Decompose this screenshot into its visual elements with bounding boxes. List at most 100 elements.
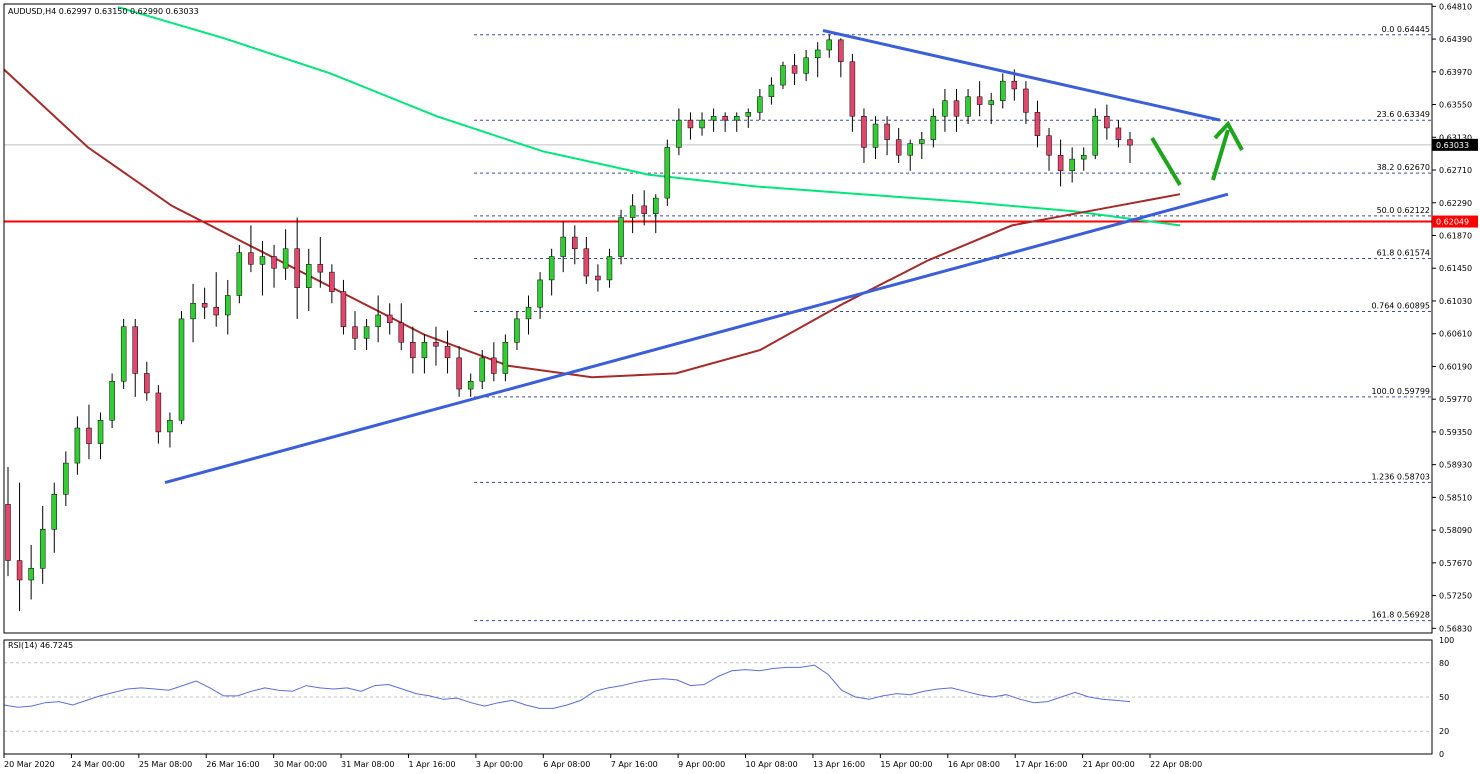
bear-candle-body xyxy=(895,139,902,156)
price-tick-label: 0.63130 xyxy=(1439,133,1472,142)
bull-candle-body xyxy=(988,100,994,105)
rsi-line xyxy=(3,664,1131,709)
bear-candle-body xyxy=(838,39,844,62)
bull-candle-body xyxy=(375,314,381,327)
bull-candle-body xyxy=(780,65,786,86)
price-tick-label: 0.58930 xyxy=(1439,461,1472,470)
rsi-tick-label: 80 xyxy=(1439,659,1449,668)
bear-candle-body xyxy=(155,392,162,433)
symbol-header: AUDUSD,H4 0.62997 0.63150 0.62990 0.6303… xyxy=(8,7,199,16)
time-tick-label: 10 Apr 08:00 xyxy=(746,760,798,769)
bull-candle-body xyxy=(919,139,925,144)
time-tick-label: 25 Mar 08:00 xyxy=(139,760,192,769)
bear-candle-body xyxy=(1057,154,1064,172)
bull-candle-body xyxy=(826,39,833,51)
bull-candle-body xyxy=(653,197,659,214)
time-tick-label: 6 Apr 08:00 xyxy=(543,760,590,769)
bear-candle-body xyxy=(491,357,497,374)
price-tick-label: 0.62290 xyxy=(1439,199,1472,208)
bull-candle-body xyxy=(768,84,775,98)
time-tick-label: 24 Mar 00:00 xyxy=(71,760,124,769)
price-tick-label: 0.60190 xyxy=(1439,362,1472,371)
bear-candle-body xyxy=(572,236,578,249)
bull-candle-body xyxy=(109,380,115,421)
price-frame xyxy=(3,3,1433,634)
price-tick-label: 0.64810 xyxy=(1439,2,1472,11)
time-tick-label: 3 Apr 00:00 xyxy=(476,760,523,769)
bull-candle-body xyxy=(560,236,566,257)
trendlines xyxy=(164,29,1229,485)
up-move-arrow xyxy=(1211,120,1244,181)
price-tick-label: 0.57250 xyxy=(1439,592,1472,601)
bear-candle-body xyxy=(1011,80,1018,90)
bull-candle-body xyxy=(618,217,624,257)
bull-candle-body xyxy=(305,264,312,288)
bull-candle-body xyxy=(664,147,671,199)
bear-candle-body xyxy=(595,275,601,281)
price-tick-label: 0.61450 xyxy=(1439,264,1472,273)
fibonacci-levels: 0.0 0.64445 23.6 0.63349 38.2 0.62670 50.0 … xyxy=(474,25,1432,622)
price-tick-label: 0.58090 xyxy=(1439,526,1472,535)
time-tick-label: 26 Mar 16:00 xyxy=(206,760,259,769)
bull-candle-body xyxy=(97,419,104,444)
bull-candle-body xyxy=(514,318,520,343)
bull-candle-body xyxy=(803,57,809,74)
bear-candle-body xyxy=(398,322,405,343)
fib-level-label: 38.2 0.62670 xyxy=(1377,163,1430,172)
bear-candle-body xyxy=(687,119,694,129)
bull-candle-body xyxy=(537,279,543,308)
sma-200-line xyxy=(117,6,1181,227)
bear-candle-body xyxy=(410,342,416,359)
bear-candle-body xyxy=(1115,127,1122,140)
time-tick-label: 20 Mar 2020 xyxy=(4,760,55,769)
bull-candle-body xyxy=(39,529,46,569)
fib-level-label: 100.0 0.59799 xyxy=(1371,387,1430,396)
bull-candle-body xyxy=(942,100,948,117)
axes: 0.64810 0.64390 0.63970 0.63550 0.63130 0.627… xyxy=(3,2,1478,769)
time-tick-label: 22 Apr 08:00 xyxy=(1150,760,1202,769)
bull-candle-body xyxy=(363,326,370,339)
rsi-tick-label: 100 xyxy=(1439,636,1454,645)
bull-candle-body xyxy=(548,256,555,281)
bear-candle-body xyxy=(340,291,347,327)
bear-candle-body xyxy=(86,427,92,444)
bear-candle-body xyxy=(386,314,393,324)
price-tick-label: 0.59350 xyxy=(1439,428,1472,437)
support-price-label: 0.62049 xyxy=(1436,218,1469,227)
rsi-tick-label: 50 xyxy=(1439,693,1449,702)
time-tick-label: 7 Apr 16:00 xyxy=(611,760,658,769)
fib-level-label: 0.764 0.60895 xyxy=(1371,301,1430,310)
bull-candle-body xyxy=(63,462,69,495)
bull-candle-body xyxy=(259,256,266,265)
bull-candle-body xyxy=(421,342,428,359)
time-tick-label: 30 Mar 00:00 xyxy=(274,760,327,769)
bear-candle-body xyxy=(1104,115,1110,129)
bull-candle-body xyxy=(190,303,196,320)
bear-candle-body xyxy=(352,326,358,339)
candlesticks xyxy=(5,34,1133,612)
bull-candle-body xyxy=(225,295,231,316)
bull-candle-body xyxy=(120,326,127,382)
price-tick-label: 0.63550 xyxy=(1439,101,1472,110)
bull-candle-body xyxy=(1000,80,1006,101)
bull-candle-body xyxy=(676,119,682,148)
bear-candle-body xyxy=(144,373,150,394)
time-tick-label: 9 Apr 00:00 xyxy=(678,760,725,769)
price-tick-label: 0.56830 xyxy=(1439,624,1472,633)
rsi-frame xyxy=(3,639,1433,755)
bull-candle-body xyxy=(1069,158,1075,172)
bull-candle-body xyxy=(479,357,485,382)
bull-candle-body xyxy=(745,112,752,117)
bull-candle-body xyxy=(814,49,821,59)
support-price-tag xyxy=(1432,215,1478,228)
fib-level-label: 1.236 0.58703 xyxy=(1371,472,1430,481)
bull-candle-body xyxy=(282,248,289,269)
rsi-tick-label: 0 xyxy=(1439,750,1444,759)
falling-trendline xyxy=(822,29,1221,122)
bear-candle-body xyxy=(444,345,451,359)
bear-candle-body xyxy=(271,256,277,269)
bull-candle-body xyxy=(606,256,613,281)
bull-candle-body xyxy=(28,568,34,581)
sma-100-line xyxy=(3,68,1181,379)
